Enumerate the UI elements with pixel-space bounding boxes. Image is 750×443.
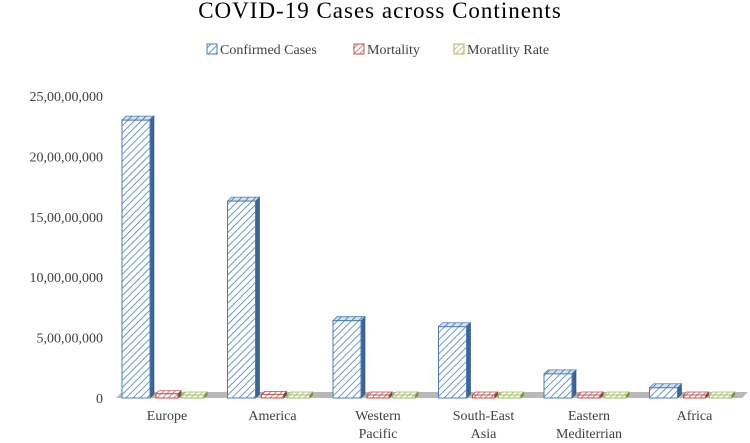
bar-front bbox=[438, 326, 467, 399]
bar-front bbox=[392, 394, 416, 399]
bar-confirmed-cases-africa bbox=[648, 383, 683, 399]
bar-side bbox=[466, 322, 471, 399]
chart-title: COVID-19 Cases across Continents bbox=[198, 0, 562, 23]
bar-front bbox=[472, 394, 495, 399]
bar-front bbox=[181, 394, 205, 399]
legend-swatch bbox=[353, 43, 365, 55]
bar-side bbox=[571, 369, 577, 399]
legend: Confirmed Cases Mortality Moratlity Rate bbox=[206, 43, 549, 58]
legend-item-confirmed-cases: Confirmed Cases bbox=[206, 43, 317, 58]
bar-front bbox=[543, 373, 573, 399]
bar-confirmed-cases-western-pacific bbox=[332, 315, 366, 399]
y-axis: 0 5,00,00,000 10,00,00,000 15,00,00,000 20,0… bbox=[30, 90, 104, 407]
legend-label: Moratlity Rate bbox=[467, 43, 549, 58]
bar-front bbox=[577, 394, 601, 399]
y-tick-label: 10,00,00,000 bbox=[30, 271, 104, 286]
legend-swatch bbox=[453, 43, 465, 55]
bar-top bbox=[332, 316, 366, 322]
bar-moratlity-rate-western-pacific bbox=[392, 391, 419, 399]
bar-confirmed-cases-south-east-asia bbox=[437, 322, 472, 399]
bar-mortality-eastern-mediterrian bbox=[577, 391, 604, 399]
bar-side bbox=[255, 196, 260, 399]
bar-confirmed-cases-eastern-mediterrian bbox=[543, 369, 577, 399]
bar-front bbox=[498, 394, 521, 399]
bar-side bbox=[149, 115, 155, 399]
y-tick-label: 25,00,00,000 bbox=[30, 90, 104, 105]
x-axis: Europe America Western Pacific South-East Asi… bbox=[147, 409, 713, 442]
legend-swatch bbox=[206, 43, 218, 55]
bar-moratlity-rate-eastern-mediterrian bbox=[603, 391, 630, 399]
x-tick-label-europe: Europe bbox=[147, 409, 187, 424]
x-tick-label-western-pacific: Western Pacific bbox=[355, 409, 401, 442]
bar-mortality-south-east-asia bbox=[471, 391, 499, 399]
bar-front bbox=[366, 394, 390, 399]
y-tick-label: 15,00,00,000 bbox=[30, 211, 104, 226]
legend-item-moratlity-rate: Moratlity Rate bbox=[453, 43, 549, 58]
bar-front bbox=[649, 387, 678, 399]
bar-confirmed-cases-europe bbox=[121, 115, 155, 399]
legend-label: Mortality bbox=[367, 43, 420, 58]
bars bbox=[121, 115, 736, 399]
bar-front bbox=[227, 200, 256, 399]
bar-front bbox=[261, 393, 284, 399]
y-tick-label: 20,00,00,000 bbox=[30, 150, 104, 165]
x-tick-label-south-east-asia: South-East Asia bbox=[453, 409, 515, 442]
bar-top bbox=[121, 115, 155, 121]
legend-item-mortality: Mortality bbox=[353, 43, 420, 58]
bar-top bbox=[648, 383, 683, 389]
y-tick-label: 0 bbox=[96, 392, 103, 407]
bar-mortality-western-pacific bbox=[366, 391, 393, 399]
bar-top bbox=[437, 322, 472, 328]
bar-moratlity-rate-south-east-asia bbox=[497, 391, 525, 399]
bar-front bbox=[683, 394, 706, 399]
bar-front bbox=[155, 393, 179, 399]
bar-mortality-europe bbox=[155, 390, 182, 399]
bar-mortality-africa bbox=[682, 391, 710, 399]
bar-moratlity-rate-america bbox=[286, 391, 314, 399]
bar-front bbox=[121, 119, 151, 399]
bar-front bbox=[603, 394, 627, 399]
x-tick-label-america: America bbox=[248, 409, 297, 424]
bar-top bbox=[226, 196, 261, 202]
x-tick-label-eastern-mediterrian: Eastern Mediterrian bbox=[556, 409, 622, 442]
bar-moratlity-rate-europe bbox=[181, 391, 208, 399]
bar-side bbox=[360, 315, 366, 399]
bar-moratlity-rate-africa bbox=[708, 391, 736, 399]
bar-top bbox=[543, 369, 577, 375]
legend-label: Confirmed Cases bbox=[220, 43, 317, 58]
y-tick-label: 5,00,00,000 bbox=[37, 332, 104, 347]
bar-front bbox=[709, 394, 732, 399]
bar-front bbox=[332, 320, 362, 399]
x-tick-label-africa: Africa bbox=[677, 409, 714, 424]
bar-mortality-america bbox=[260, 390, 288, 399]
bar-front bbox=[287, 394, 310, 399]
bar-confirmed-cases-america bbox=[226, 196, 261, 399]
